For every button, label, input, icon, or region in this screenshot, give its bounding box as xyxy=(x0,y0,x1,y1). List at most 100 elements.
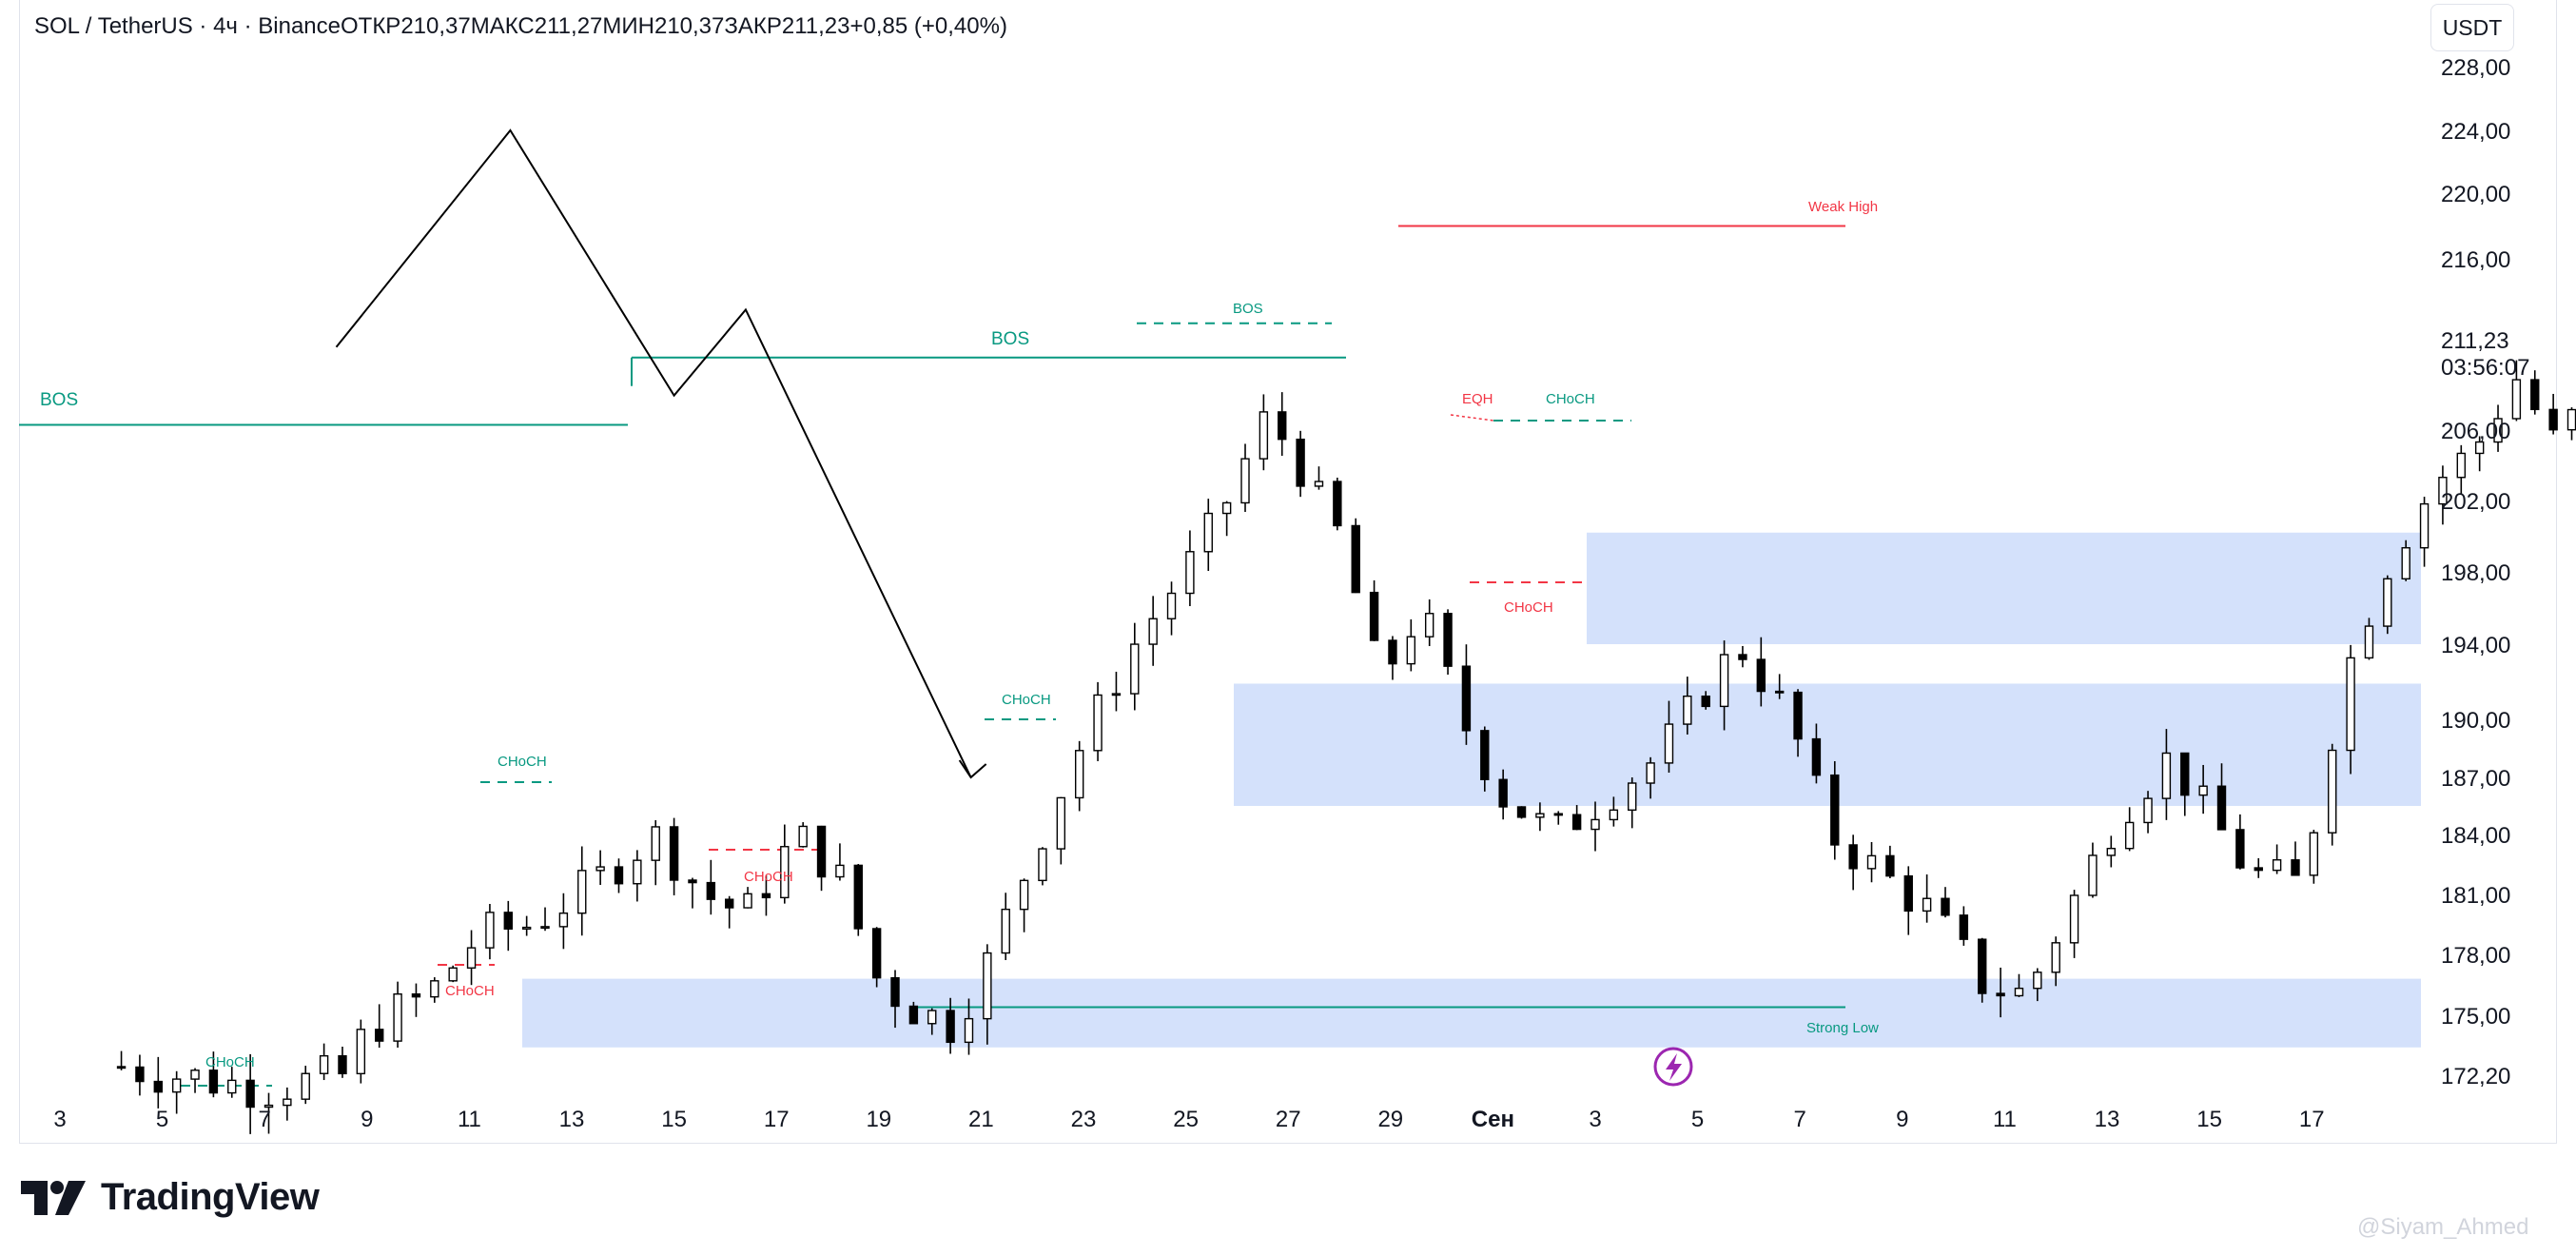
candle-up xyxy=(1148,618,1158,645)
candle-down xyxy=(2180,752,2190,796)
candle-up xyxy=(1424,613,1434,638)
candle-up xyxy=(2511,379,2522,420)
candle-down xyxy=(908,1005,919,1025)
candle-down xyxy=(2548,408,2558,431)
candle-down xyxy=(688,879,697,884)
countdown-label: 03:56:07 xyxy=(2441,355,2529,381)
candle-down xyxy=(1885,854,1895,877)
candle-down xyxy=(1351,524,1360,594)
tradingview-logo[interactable]: TradingView xyxy=(21,1176,320,1219)
candle-up xyxy=(171,1078,182,1093)
x-tick-label: 11 xyxy=(458,1107,481,1132)
candle-up xyxy=(356,1029,366,1075)
candle-up xyxy=(2401,547,2410,579)
last-price-label: 211,23 xyxy=(2441,328,2509,354)
annotation-labels: BOS BOS BOS CHoCH CHoCH CHoCH CHoCH CHoCH CHoCH C… xyxy=(40,199,1879,1070)
y-tick-label: 228,00 xyxy=(2441,55,2510,81)
candle-down xyxy=(135,1066,145,1083)
x-tick-label: 7 xyxy=(1794,1107,1806,1132)
candle-up xyxy=(1664,723,1674,764)
candle-down xyxy=(614,866,624,885)
currency-button[interactable]: USDT xyxy=(2430,4,2514,51)
candle-down xyxy=(116,1066,127,1070)
candle-up xyxy=(1111,693,1122,697)
candle-down xyxy=(1701,695,1710,708)
x-tick-label: 17 xyxy=(764,1107,790,1132)
y-tick-label: 220,00 xyxy=(2441,182,2510,207)
annotation-choch-2: CHoCH xyxy=(498,754,547,770)
candle-down xyxy=(2291,859,2300,876)
annotation-weak-high: Weak High xyxy=(1808,199,1878,215)
x-tick-label: 25 xyxy=(1173,1107,1199,1132)
x-tick-label: Сен xyxy=(1472,1107,1514,1132)
eqh-dotted xyxy=(1450,414,1494,422)
candle-down xyxy=(946,1010,955,1044)
candle-down xyxy=(1498,778,1508,808)
candle-up xyxy=(466,947,477,969)
candle-down xyxy=(1278,411,1287,441)
x-tick-label: 5 xyxy=(1691,1107,1704,1132)
candle-down xyxy=(1333,481,1342,527)
annotation-bos-2: BOS xyxy=(991,329,1029,349)
candle-up xyxy=(1056,796,1066,850)
candle-up xyxy=(2309,832,2319,876)
candle-down xyxy=(503,912,513,931)
x-tick-label: 17 xyxy=(2299,1107,2325,1132)
candle-down xyxy=(2530,379,2540,411)
candle-up xyxy=(1866,854,1877,870)
candle-up xyxy=(577,870,587,914)
candle-up xyxy=(964,1017,974,1044)
candle-up xyxy=(227,1079,237,1094)
candle-down xyxy=(2254,867,2263,872)
annotation-bos-3: BOS xyxy=(1233,301,1263,317)
candle-up xyxy=(1130,643,1140,695)
candle-down xyxy=(725,898,734,909)
candle-up xyxy=(558,913,569,928)
annotation-eqh: EQH xyxy=(1462,391,1493,407)
x-tick-label: 13 xyxy=(2095,1107,2120,1132)
candle-down xyxy=(1811,737,1822,776)
candle-up xyxy=(2364,625,2374,659)
candle-up xyxy=(798,825,808,848)
candlestick-series xyxy=(116,360,2576,1134)
candle-up xyxy=(2106,847,2117,856)
demand-zone xyxy=(522,978,2421,1048)
candle-down xyxy=(1959,914,1969,940)
x-tick-label: 29 xyxy=(1377,1107,1403,1132)
candle-up xyxy=(2198,785,2208,796)
candle-up xyxy=(1001,908,1010,954)
candle-down xyxy=(2216,785,2227,831)
candle-up xyxy=(1166,592,1177,619)
symbol-title[interactable]: SOL / TetherUS · 4ч · Binance xyxy=(34,13,341,39)
candle-down xyxy=(153,1080,163,1093)
candle-down xyxy=(1369,591,1379,641)
candle-up xyxy=(1719,654,1729,708)
candle-down xyxy=(1996,992,2005,997)
lightning-icon[interactable] xyxy=(1653,1047,1693,1087)
y-tick-label: 172,20 xyxy=(2441,1064,2510,1089)
candle-down xyxy=(1848,844,1858,870)
candle-down xyxy=(375,1029,384,1042)
candle-up xyxy=(448,967,458,982)
candle-up xyxy=(190,1070,200,1080)
candle-up xyxy=(1240,458,1250,504)
candle-up xyxy=(651,826,660,861)
projection-arrowhead xyxy=(958,759,987,779)
chart-canvas[interactable]: BOS BOS BOS CHoCH CHoCH CHoCH CHoCH CHoCH CHoCH C… xyxy=(0,0,2576,1151)
candle-down xyxy=(1461,665,1472,732)
candle-up xyxy=(595,866,605,872)
candle-up xyxy=(1093,694,1103,752)
candle-up xyxy=(743,893,752,909)
candle-up xyxy=(983,952,992,1020)
candle-up xyxy=(2456,452,2466,479)
candle-up xyxy=(1259,411,1269,460)
candle-up xyxy=(780,846,790,899)
candle-up xyxy=(393,993,402,1042)
candle-down xyxy=(890,976,900,1008)
candle-down xyxy=(1830,774,1840,846)
candle-up xyxy=(263,1104,274,1109)
annotation-choch-3: CHoCH xyxy=(1002,692,1051,708)
y-tick-label: 184,00 xyxy=(2441,823,2510,849)
candle-up xyxy=(2124,821,2135,850)
y-tick-label: 224,00 xyxy=(2441,119,2510,145)
